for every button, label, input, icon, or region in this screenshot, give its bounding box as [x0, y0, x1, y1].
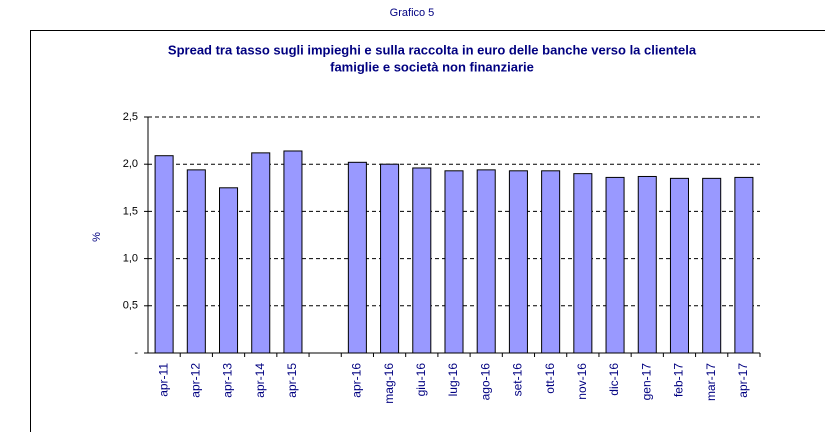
x-tick-label: lug-16: [446, 363, 460, 397]
bar: [476, 169, 496, 354]
x-tick-label: apr-17: [736, 363, 750, 398]
x-tick-label: apr-15: [285, 363, 299, 398]
x-tick-label: apr-14: [253, 363, 267, 398]
x-tick-label: apr-12: [188, 363, 202, 398]
bar: [573, 173, 593, 354]
x-tick-label: mar-17: [704, 363, 718, 401]
y-tick-label: 0,5: [123, 300, 138, 312]
chart-title: famiglie e società non finanziarie: [330, 59, 534, 74]
x-tick-label: apr-13: [221, 363, 235, 398]
x-tick-label: feb-17: [672, 363, 686, 397]
y-tick-label: -: [134, 347, 138, 359]
chart-frame: [30, 30, 825, 432]
bar: [702, 177, 722, 354]
x-tick-label: apr-11: [156, 363, 170, 397]
y-axis-label: %: [91, 232, 103, 242]
bar: [154, 155, 174, 354]
x-tick-label: mag-16: [382, 363, 396, 404]
chart-title: Spread tra tasso sugli impieghi e sulla …: [168, 42, 697, 57]
x-tick-label: nov-16: [575, 363, 589, 400]
x-tick-label: apr-16: [350, 363, 364, 398]
x-tick-label: ago-16: [478, 363, 492, 401]
y-tick-label: 2,5: [123, 111, 138, 123]
bar: [412, 167, 432, 354]
x-tick-label: set-16: [511, 363, 525, 397]
bar: [734, 176, 754, 354]
x-tick-label: ott-16: [543, 363, 557, 394]
bar: [219, 187, 239, 354]
bar: [186, 169, 206, 354]
x-tick-label: gen-17: [639, 363, 653, 401]
x-tick-label: dic-16: [607, 363, 621, 396]
y-tick-label: 1,5: [123, 205, 138, 217]
bar: [251, 152, 271, 354]
bar: [541, 170, 561, 354]
bar: [347, 161, 367, 354]
y-tick-label: 2,0: [123, 158, 138, 170]
x-tick-label: giu-16: [414, 363, 428, 397]
bar: [380, 163, 400, 354]
bar: [669, 177, 689, 354]
bar: [444, 170, 464, 354]
bar: [605, 176, 625, 354]
y-tick-label: 1,0: [123, 253, 138, 265]
chart-caption: Grafico 5: [390, 7, 435, 19]
bar: [637, 175, 657, 354]
bar: [508, 170, 528, 354]
bar: [283, 150, 303, 354]
